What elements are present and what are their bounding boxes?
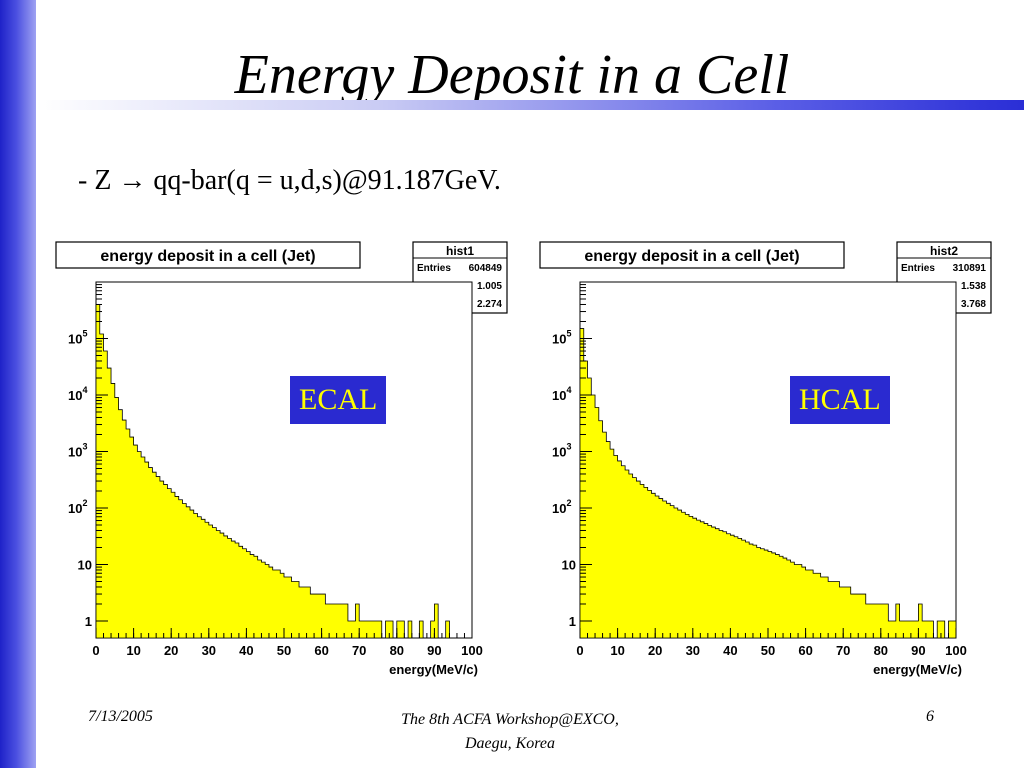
x-axis-label: energy(MeV/c) (873, 662, 962, 677)
stats-value: 1.538 (961, 281, 986, 292)
y-tick-label: 104 (68, 385, 87, 403)
y-tick-exp: 4 (566, 385, 571, 395)
ecal-histogram: energy deposit in a cell (Jet) hist1 Entri… (50, 238, 510, 688)
y-tick-base: 1 (85, 614, 92, 629)
y-tick-label: 1 (85, 614, 92, 629)
x-tick-label: 80 (874, 643, 888, 658)
y-tick-label: 104 (552, 385, 571, 403)
chart-title: energy deposit in a cell (Jet) (100, 248, 315, 265)
ecal-badge: ECAL (290, 376, 387, 424)
y-tick-base: 10 (552, 501, 566, 516)
hcal-histogram: energy deposit in a cell (Jet) hist2 Entri… (534, 238, 994, 688)
stats-value: 310891 (953, 263, 987, 274)
hcal-badge: HCAL (790, 376, 890, 424)
x-tick-label: 40 (723, 643, 737, 658)
slide-subtitle: - Z → qq-bar(q = u,d,s)@91.187GeV. (78, 165, 501, 196)
footer-page-number: 6 (926, 708, 934, 725)
x-tick-label: 0 (576, 643, 583, 658)
y-tick-base: 10 (68, 388, 82, 403)
chart-svg: energy deposit in a cell (Jet) hist2 Entri… (539, 241, 992, 677)
x-tick-label: 10 (126, 643, 140, 658)
sidebar-decoration (0, 0, 36, 768)
stats-value: 604849 (469, 263, 503, 274)
y-tick-exp: 2 (82, 498, 87, 508)
x-axis-label: energy(MeV/c) (389, 662, 478, 677)
y-tick-label: 10 (78, 557, 92, 572)
x-tick-label: 40 (239, 643, 253, 658)
x-tick-label: 20 (164, 643, 178, 658)
footer-event: The 8th ACFA Workshop@EXCO, Daegu, Korea (340, 708, 680, 756)
x-tick-label: 90 (427, 643, 441, 658)
chart-title: energy deposit in a cell (Jet) (584, 248, 799, 265)
footer-event-line2: Daegu, Korea (464, 735, 556, 752)
y-tick-label: 102 (68, 498, 87, 516)
x-tick-label: 80 (390, 643, 404, 658)
x-tick-label: 90 (911, 643, 925, 658)
title-underline (36, 100, 1024, 110)
y-tick-exp: 4 (82, 385, 87, 395)
y-tick-base: 10 (562, 557, 576, 572)
y-tick-base: 10 (552, 331, 566, 346)
footer-event-line1: The 8th ACFA Workshop@EXCO, (401, 711, 619, 728)
stats-label: Entries (417, 263, 451, 274)
x-tick-label: 60 (798, 643, 812, 658)
y-tick-exp: 5 (82, 328, 87, 338)
stats-value: 2.274 (477, 299, 502, 310)
y-tick-base: 10 (68, 331, 82, 346)
x-tick-label: 60 (314, 643, 328, 658)
histogram-fill (95, 304, 472, 639)
y-tick-base: 10 (552, 444, 566, 459)
y-tick-base: 10 (68, 501, 82, 516)
stats-label: Entries (901, 263, 935, 274)
y-tick-base: 10 (68, 444, 82, 459)
y-tick-label: 105 (552, 328, 571, 346)
y-tick-base: 1 (569, 614, 576, 629)
chart-title-box (55, 241, 361, 269)
y-tick-exp: 3 (566, 441, 571, 451)
chart-svg: energy deposit in a cell (Jet) hist1 Entri… (55, 241, 508, 677)
y-tick-label: 103 (552, 441, 571, 459)
y-tick-exp: 2 (566, 498, 571, 508)
y-tick-label: 10 (562, 557, 576, 572)
y-tick-label: 103 (68, 441, 87, 459)
x-tick-label: 70 (836, 643, 850, 658)
x-tick-label: 0 (92, 643, 99, 658)
footer-date: 7/13/2005 (88, 708, 153, 725)
y-tick-label: 102 (552, 498, 571, 516)
y-tick-label: 1 (569, 614, 576, 629)
x-tick-label: 50 (277, 643, 291, 658)
histogram-fill (579, 328, 957, 639)
stats-value: 3.768 (961, 299, 986, 310)
x-tick-label: 30 (202, 643, 216, 658)
x-tick-label: 20 (648, 643, 662, 658)
stats-name: hist2 (930, 244, 958, 258)
stats-value: 1.005 (477, 281, 502, 292)
slide-title: Energy Deposit in a Cell (234, 44, 790, 106)
stats-name: hist1 (446, 244, 474, 258)
x-tick-label: 50 (761, 643, 775, 658)
x-tick-label: 100 (461, 643, 483, 658)
x-tick-label: 30 (686, 643, 700, 658)
x-tick-label: 10 (610, 643, 624, 658)
y-tick-exp: 3 (82, 441, 87, 451)
x-tick-label: 70 (352, 643, 366, 658)
x-tick-label: 100 (945, 643, 967, 658)
y-tick-label: 105 (68, 328, 87, 346)
y-tick-base: 10 (552, 388, 566, 403)
chart-title-box (539, 241, 845, 269)
y-tick-exp: 5 (566, 328, 571, 338)
y-tick-base: 10 (78, 557, 92, 572)
